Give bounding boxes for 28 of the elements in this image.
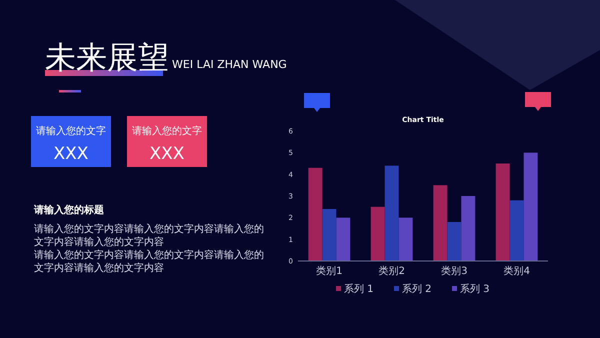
text: WEI LAI ZHAN WANG <box>172 58 287 71</box>
bar <box>384 166 399 261</box>
text: 请输入您的标题 <box>33 204 104 216</box>
x-tick-label: 类别1 <box>316 265 342 277</box>
text: XXX <box>150 144 185 164</box>
text: 未来展望 <box>45 40 169 76</box>
legend-label: 系列 1 <box>344 283 374 295</box>
bar <box>308 168 322 261</box>
text: 请输入您的文字 <box>132 125 202 137</box>
x-tick-label: 类别3 <box>441 265 468 277</box>
text: XXX <box>54 144 89 164</box>
bar <box>510 200 524 261</box>
x-tick-label: 类别4 <box>504 265 530 277</box>
legend-label: 系列 3 <box>460 283 490 295</box>
x-tick-label: 类别2 <box>378 265 405 277</box>
bar <box>496 164 510 261</box>
bar <box>461 196 476 261</box>
bar <box>524 152 538 261</box>
bar <box>433 185 448 261</box>
text: 请输入您的文字内容请输入您的文字内容请输入您的文字内容请输入您的文字内容 <box>34 249 264 274</box>
legend-label: 系列 2 <box>402 283 432 295</box>
text: 请输入您的文字内容请输入您的文字内容请输入您的文字内容请输入您的文字内容 <box>34 223 264 248</box>
bar <box>398 218 413 261</box>
text: 请输入您的文字 <box>36 125 106 137</box>
bar <box>370 206 385 261</box>
bar <box>336 218 350 261</box>
bar <box>447 222 462 261</box>
bar <box>322 209 336 261</box>
